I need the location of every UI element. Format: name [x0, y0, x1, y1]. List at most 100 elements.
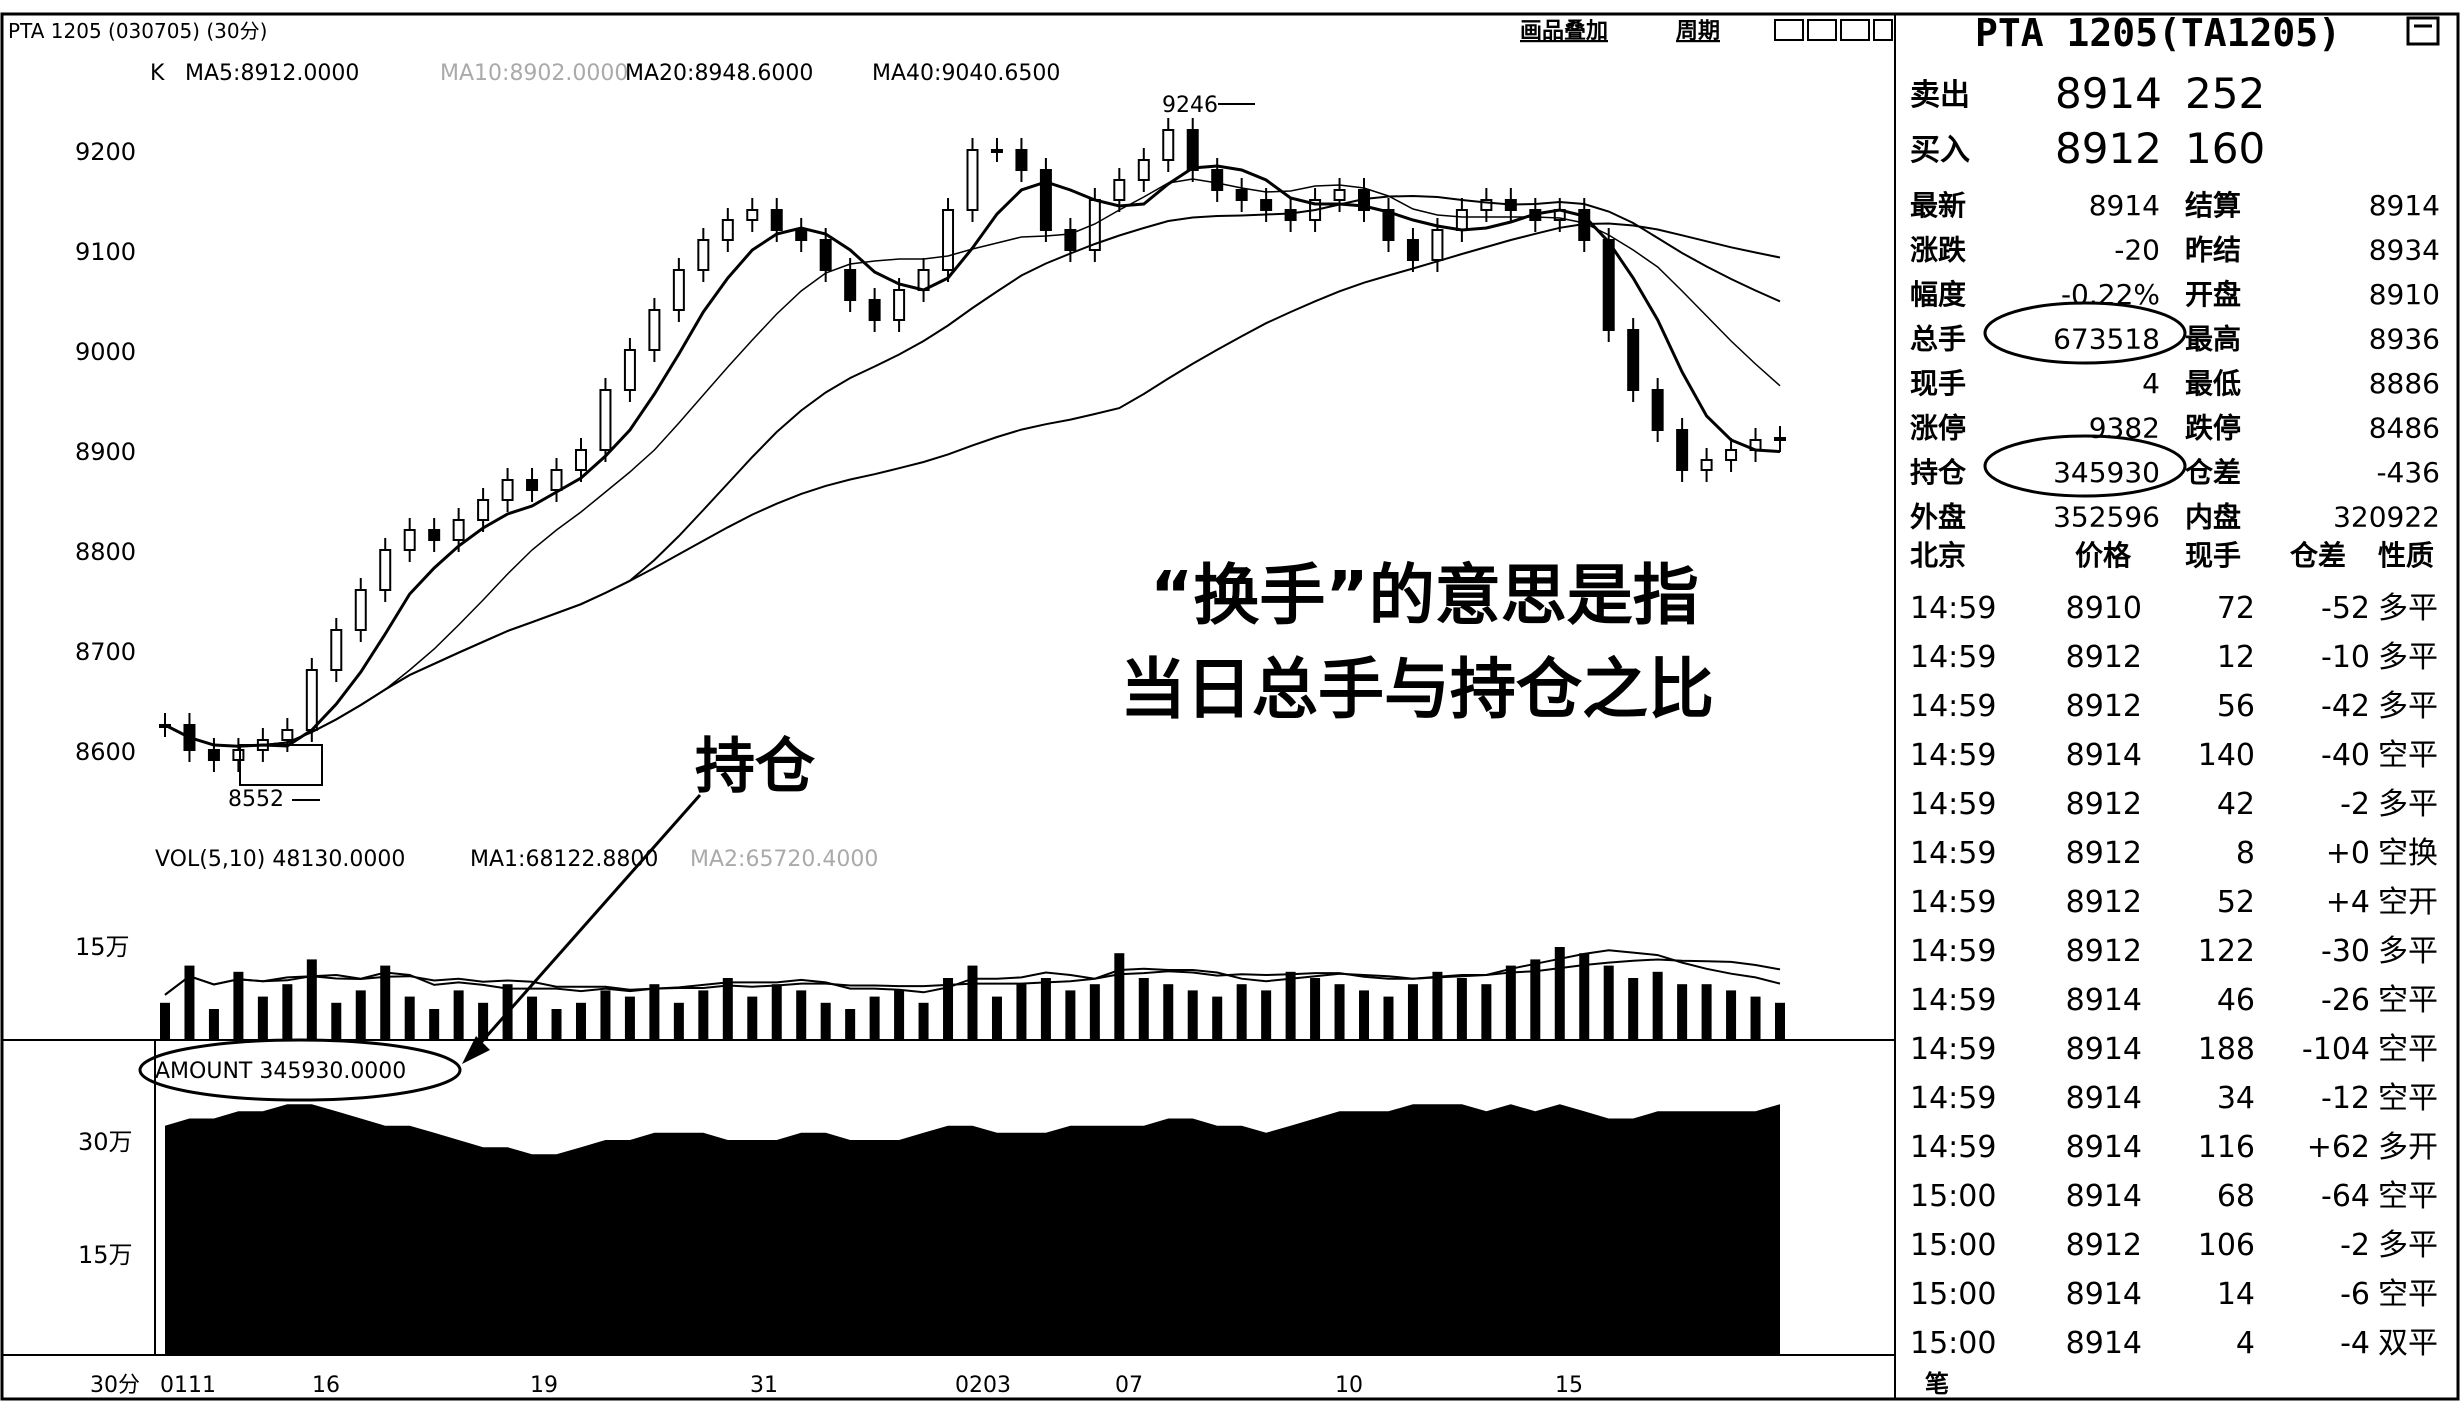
- price-tick: 9200: [75, 138, 136, 166]
- candle-body: [1211, 169, 1224, 191]
- candle-body: [1137, 159, 1150, 181]
- candle-body: [550, 469, 563, 491]
- legend-ma40: MA40:9040.6500: [872, 61, 1060, 86]
- candle-body: [795, 229, 808, 241]
- candle-body: [1700, 459, 1713, 471]
- kline-legend: K MA5:8912.0000 MA10:8902.0000 MA20:8948…: [150, 61, 1060, 86]
- candle-body: [1627, 329, 1640, 391]
- quote-label: 最新: [1910, 189, 1966, 222]
- candle-body: [1676, 429, 1689, 471]
- legend-vol-ma2: MA2:65720.4000: [690, 847, 878, 872]
- candle-body: [893, 289, 906, 321]
- tick-qty: 42: [2217, 787, 2255, 822]
- candle-body: [1725, 449, 1738, 461]
- volume-bar: [894, 990, 905, 1040]
- tick-diff: -104: [2302, 1032, 2370, 1067]
- tick-row: 14:59 8912 8 +0 空换: [1910, 836, 2438, 871]
- x-tick: 07: [1115, 1373, 1143, 1398]
- volume-bar: [1701, 984, 1712, 1040]
- candle-body: [697, 239, 710, 271]
- tick-type: 空平: [2378, 1081, 2438, 1116]
- quote-row: 总手 673518 最高 8936: [1910, 323, 2440, 356]
- candle-body: [526, 479, 539, 491]
- candle-body: [648, 309, 661, 351]
- tick-header-row: 北京 价格 现手 仓差 性质: [1910, 539, 2434, 572]
- xaxis-unit: 30分: [90, 1373, 140, 1398]
- volume-bar: [1016, 984, 1027, 1040]
- candle-body: [990, 149, 1003, 153]
- volume-bar: [527, 996, 538, 1040]
- volume-bars: [160, 947, 1785, 1040]
- price-tick: 9100: [75, 238, 136, 266]
- candle-body: [672, 269, 685, 311]
- candle-body: [844, 269, 857, 301]
- tick-type: 多开: [2378, 1130, 2438, 1165]
- candle-body: [721, 219, 734, 241]
- candle-body: [1235, 189, 1248, 201]
- volume-bar: [184, 965, 195, 1040]
- volume-bar: [1677, 984, 1688, 1040]
- tick-diff: +4: [2326, 885, 2370, 920]
- price-tick: 8800: [75, 538, 136, 566]
- menu-overlay[interactable]: 画品叠加: [1520, 19, 1608, 44]
- tick-qty: 68: [2217, 1179, 2255, 1214]
- volume-bar: [355, 990, 366, 1040]
- tick-time: 15:00: [1910, 1179, 1996, 1214]
- window-buttons-icon[interactable]: [1774, 19, 1893, 41]
- candle-body: [1431, 229, 1444, 261]
- candle-body: [379, 549, 392, 591]
- time-axis: 30分 0111 16 19 31 0203 07 10 15: [90, 1373, 1583, 1398]
- tick-qty: 46: [2217, 983, 2255, 1018]
- volume-bar: [796, 990, 807, 1040]
- tick-price: 8912: [2066, 934, 2142, 969]
- tick-qty: 106: [2198, 1228, 2255, 1263]
- tick-price: 8912: [2066, 836, 2142, 871]
- volume-bar: [1285, 971, 1296, 1040]
- quote-label: 开盘: [2185, 278, 2241, 311]
- quote-value: -436: [2376, 456, 2440, 489]
- quote-row: 现手 4 最低 8886: [1910, 367, 2440, 400]
- annotation-arrowhead: [462, 1036, 490, 1064]
- tick-time: 15:00: [1910, 1228, 1996, 1263]
- tick-qty: 4: [2236, 1326, 2255, 1361]
- quote-value: -20: [2114, 234, 2160, 267]
- quote-row: 涨停 9382 跌停 8486: [1910, 412, 2440, 445]
- menu-period[interactable]: 周期: [1676, 19, 1720, 44]
- tick-price: 8912: [2066, 640, 2142, 675]
- quote-value: 673518: [2053, 323, 2160, 356]
- volume-bar: [624, 996, 635, 1040]
- tick-diff: -12: [2321, 1081, 2370, 1116]
- tick-row: 14:59 8914 34 -12 空平: [1910, 1081, 2438, 1116]
- volume-bar: [404, 996, 415, 1040]
- volume-bar: [1432, 971, 1443, 1040]
- volume-bar: [673, 1002, 684, 1040]
- tick-price: 8912: [2066, 689, 2142, 724]
- high-label: 9246: [1162, 93, 1218, 118]
- tick-diff: -26: [2321, 983, 2370, 1018]
- tick-price: 8912: [2066, 787, 2142, 822]
- quote-value: 320922: [2333, 501, 2440, 534]
- restore-icon[interactable]: [2406, 16, 2440, 46]
- price-tick: 8600: [75, 738, 136, 766]
- candle-body: [501, 479, 514, 501]
- candle-body: [1064, 229, 1077, 251]
- tick-diff: -30: [2321, 934, 2370, 969]
- quote-value: 345930: [2053, 456, 2160, 489]
- tick-time: 14:59: [1910, 787, 1996, 822]
- quote-value: 8910: [2369, 278, 2440, 311]
- tick-time: 14:59: [1910, 689, 1996, 724]
- quote-value: 4: [2142, 367, 2160, 400]
- volume-bar: [429, 1009, 440, 1040]
- total-volume-highlight: [1983, 301, 2187, 365]
- buy-label: 买入: [1910, 133, 1970, 168]
- quote-panel: PTA 1205(TA1205) 卖出 8914 252 买入 8912 160…: [1910, 11, 2440, 1398]
- sell-qty: 252: [2185, 69, 2265, 118]
- tick-diff: -40: [2321, 738, 2370, 773]
- quote-label: 幅度: [1910, 278, 1966, 311]
- moving-average-lines: [164, 164, 1781, 748]
- candle-body: [574, 449, 587, 471]
- low-box: [239, 744, 323, 786]
- tick-type: 空平: [2378, 1032, 2438, 1067]
- volume-bar: [722, 978, 733, 1040]
- quote-label: 跌停: [2185, 412, 2241, 445]
